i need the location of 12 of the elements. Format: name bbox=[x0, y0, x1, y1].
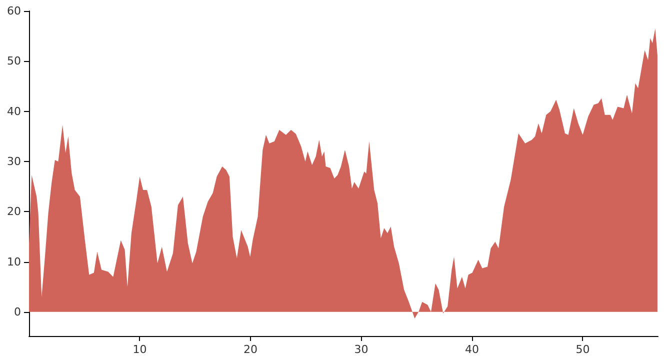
x-tick-label: 50 bbox=[576, 343, 590, 356]
x-tick-label: 10 bbox=[132, 343, 147, 356]
x-tick-label: 30 bbox=[354, 343, 368, 356]
y-tick-label: 0 bbox=[14, 305, 21, 318]
y-tick-label: 30 bbox=[7, 154, 21, 168]
y-tick-label: 40 bbox=[7, 104, 21, 118]
y-tick-label: 50 bbox=[7, 54, 21, 68]
y-tick-label: 10 bbox=[7, 255, 21, 268]
y-tick-label: 20 bbox=[7, 205, 21, 218]
x-tick-label: 40 bbox=[464, 343, 479, 356]
y-tick-label: 60 bbox=[7, 4, 21, 18]
x-tick-label: 20 bbox=[243, 343, 258, 356]
